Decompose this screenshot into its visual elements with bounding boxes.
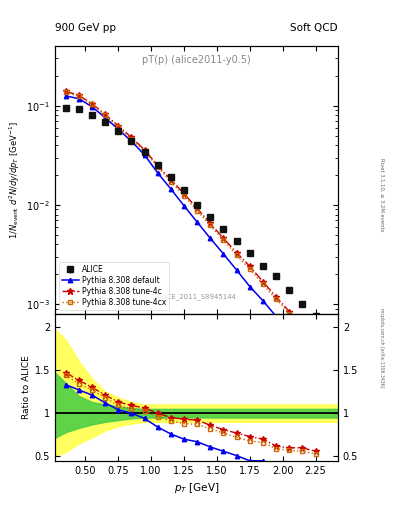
- Pythia 8.308 default: [129, 138, 134, 144]
- Pythia 8.308 tune-4cx: [155, 164, 160, 170]
- Pythia 8.308 tune-4cx: [208, 222, 213, 228]
- Pythia 8.308 default: [76, 96, 81, 102]
- Pythia 8.308 default: [221, 251, 226, 257]
- Text: ALICE_2011_S8945144: ALICE_2011_S8945144: [156, 293, 237, 300]
- Line: Pythia 8.308 default: Pythia 8.308 default: [63, 94, 318, 368]
- Legend: ALICE, Pythia 8.308 default, Pythia 8.308 tune-4c, Pythia 8.308 tune-4cx: ALICE, Pythia 8.308 default, Pythia 8.30…: [59, 262, 169, 310]
- Pythia 8.308 tune-4c: [129, 134, 134, 140]
- Pythia 8.308 default: [248, 284, 252, 290]
- Pythia 8.308 default: [300, 345, 305, 351]
- Pythia 8.308 tune-4c: [261, 279, 265, 285]
- Pythia 8.308 tune-4cx: [142, 148, 147, 154]
- Pythia 8.308 default: [169, 186, 173, 192]
- Text: Rivet 3.1.10, ≥ 3.2M events: Rivet 3.1.10, ≥ 3.2M events: [380, 158, 384, 231]
- X-axis label: $p_T\ [\rm GeV]$: $p_T\ [\rm GeV]$: [174, 481, 219, 495]
- Pythia 8.308 default: [234, 267, 239, 273]
- Pythia 8.308 tune-4c: [169, 177, 173, 183]
- Pythia 8.308 tune-4cx: [169, 179, 173, 185]
- Pythia 8.308 default: [103, 115, 107, 121]
- Pythia 8.308 tune-4c: [103, 111, 107, 117]
- Pythia 8.308 default: [155, 170, 160, 176]
- Pythia 8.308 tune-4cx: [274, 296, 279, 302]
- Pythia 8.308 tune-4cx: [195, 208, 200, 214]
- Pythia 8.308 tune-4c: [274, 294, 279, 300]
- Pythia 8.308 tune-4c: [90, 100, 94, 106]
- Pythia 8.308 default: [287, 329, 292, 335]
- Pythia 8.308 tune-4c: [234, 249, 239, 255]
- Pythia 8.308 tune-4cx: [116, 124, 121, 130]
- Y-axis label: Ratio to ALICE: Ratio to ALICE: [22, 355, 31, 419]
- Pythia 8.308 default: [208, 235, 213, 241]
- Pythia 8.308 tune-4c: [76, 92, 81, 98]
- Pythia 8.308 tune-4c: [63, 88, 68, 94]
- Pythia 8.308 tune-4c: [195, 205, 200, 211]
- Pythia 8.308 tune-4c: [287, 308, 292, 314]
- Text: 900 GeV pp: 900 GeV pp: [55, 23, 116, 33]
- Pythia 8.308 tune-4cx: [103, 112, 107, 118]
- Y-axis label: $1/N_{\rm event}\ d^2N/dy/dp_T\ [\rm GeV^{-1}]$: $1/N_{\rm event}\ d^2N/dy/dp_T\ [\rm GeV…: [7, 121, 22, 239]
- Pythia 8.308 tune-4cx: [313, 340, 318, 347]
- Pythia 8.308 tune-4c: [182, 190, 186, 197]
- Line: Pythia 8.308 tune-4c: Pythia 8.308 tune-4c: [62, 88, 319, 345]
- Pythia 8.308 default: [261, 297, 265, 304]
- Pythia 8.308 tune-4c: [300, 323, 305, 329]
- Pythia 8.308 default: [195, 219, 200, 225]
- Pythia 8.308 tune-4cx: [76, 93, 81, 99]
- Pythia 8.308 tune-4c: [248, 263, 252, 269]
- Pythia 8.308 default: [182, 203, 186, 209]
- Pythia 8.308 tune-4c: [221, 235, 226, 241]
- Pythia 8.308 tune-4cx: [234, 252, 239, 259]
- Pythia 8.308 tune-4cx: [90, 101, 94, 108]
- Pythia 8.308 tune-4cx: [221, 237, 226, 243]
- Pythia 8.308 tune-4cx: [261, 281, 265, 287]
- Pythia 8.308 default: [142, 152, 147, 158]
- Pythia 8.308 tune-4c: [313, 338, 318, 345]
- Pythia 8.308 tune-4c: [208, 220, 213, 226]
- Pythia 8.308 tune-4c: [155, 162, 160, 168]
- Pythia 8.308 tune-4c: [116, 122, 121, 129]
- Pythia 8.308 default: [116, 126, 121, 132]
- Pythia 8.308 tune-4cx: [300, 326, 305, 332]
- Text: mcplots.cern.ch [arXiv:1306.3436]: mcplots.cern.ch [arXiv:1306.3436]: [380, 308, 384, 388]
- Pythia 8.308 tune-4cx: [63, 89, 68, 95]
- Line: Pythia 8.308 tune-4cx: Pythia 8.308 tune-4cx: [63, 90, 318, 346]
- Pythia 8.308 tune-4c: [142, 146, 147, 153]
- Pythia 8.308 default: [63, 93, 68, 99]
- Pythia 8.308 tune-4cx: [248, 266, 252, 272]
- Pythia 8.308 tune-4cx: [287, 311, 292, 317]
- Pythia 8.308 default: [313, 362, 318, 369]
- Text: pT(p) (alice2011-y0.5): pT(p) (alice2011-y0.5): [142, 55, 251, 66]
- Text: Soft QCD: Soft QCD: [290, 23, 338, 33]
- Pythia 8.308 tune-4cx: [129, 136, 134, 142]
- Pythia 8.308 default: [90, 103, 94, 110]
- Pythia 8.308 default: [274, 313, 279, 319]
- Pythia 8.308 tune-4cx: [182, 193, 186, 199]
